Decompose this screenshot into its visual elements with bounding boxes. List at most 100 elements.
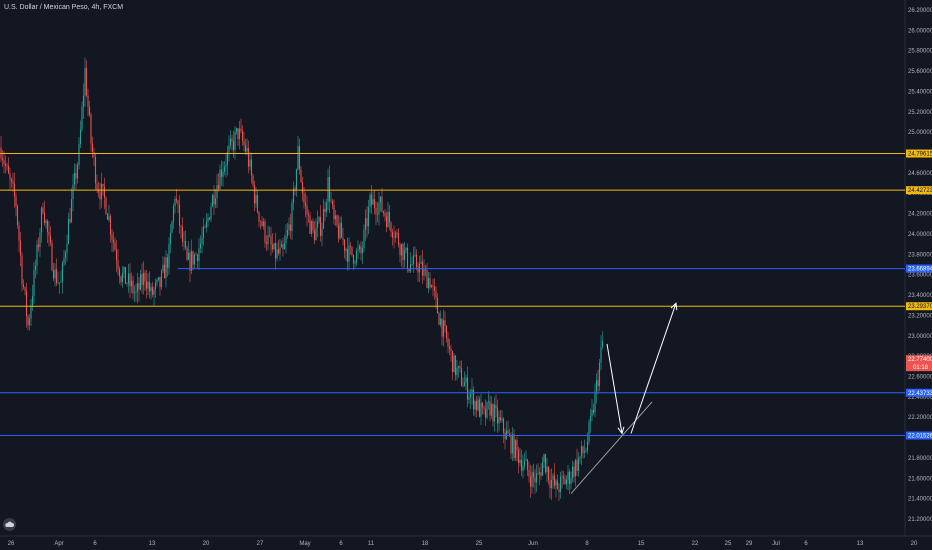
candle-body <box>150 286 152 292</box>
candle-body <box>223 166 226 172</box>
candle-body <box>31 295 34 306</box>
candle-body <box>483 407 485 409</box>
candle-body <box>160 270 163 288</box>
candle-body <box>486 401 488 418</box>
candle-body <box>145 281 148 289</box>
candle-body <box>529 476 532 487</box>
candle-body <box>406 247 409 269</box>
candle-body <box>469 393 472 398</box>
candle-body <box>226 151 229 165</box>
candle-body <box>280 244 283 248</box>
candle-body <box>183 241 185 242</box>
candle-body <box>291 202 293 232</box>
candle-body <box>441 318 443 337</box>
candle-body <box>372 199 374 205</box>
candle-body <box>97 189 100 193</box>
candle-body <box>243 140 245 145</box>
candle-body <box>460 368 463 386</box>
candle-body <box>391 231 394 238</box>
time-tick-label: 18 <box>422 541 429 547</box>
candle-body <box>351 246 353 256</box>
time-tick-label: 6 <box>93 541 97 547</box>
candle-body <box>40 207 43 233</box>
candle-body <box>34 265 37 270</box>
candle-body <box>390 222 392 232</box>
candle-body <box>565 479 568 485</box>
candle-body <box>538 472 541 474</box>
candle-body <box>51 242 53 271</box>
candle-body <box>186 247 188 260</box>
candle-body <box>364 218 367 230</box>
candle-body <box>511 434 514 454</box>
candle-body <box>379 196 382 203</box>
candle-body <box>463 382 466 387</box>
level-price-tag <box>906 186 932 195</box>
candle-body <box>157 277 160 280</box>
candle-body <box>271 244 274 250</box>
candle-body <box>295 169 298 190</box>
candle-body <box>417 267 419 273</box>
candle-body <box>354 262 356 264</box>
candle-body <box>132 280 134 294</box>
time-tick-label: Jun <box>528 541 538 547</box>
candle-body <box>171 221 173 233</box>
candle-body <box>447 338 449 347</box>
candle-body <box>303 193 305 204</box>
candle-body <box>474 401 476 410</box>
price-tick-label: 24.40000 <box>908 191 932 197</box>
time-tick-label: 29 <box>746 541 753 547</box>
time-tick-label: 6 <box>339 541 343 547</box>
candle-body <box>228 145 230 152</box>
tradingview-logo-icon[interactable] <box>3 518 16 531</box>
candle-body <box>49 235 52 243</box>
candle-body <box>520 459 523 471</box>
candle-body <box>438 313 440 325</box>
time-tick-label: 22 <box>692 541 699 547</box>
candle-body <box>342 237 344 240</box>
candle-body <box>481 402 484 408</box>
candle-body <box>433 286 436 291</box>
candle-body <box>111 234 113 240</box>
price-tick-label: 23.40000 <box>908 293 932 299</box>
candle-body <box>15 196 17 207</box>
candle-body <box>102 183 104 187</box>
level-price-label: 24.42723 <box>908 188 932 194</box>
candle-body <box>310 221 313 234</box>
price-tick-label: 24.20000 <box>908 212 932 218</box>
candle-body <box>553 475 556 486</box>
candle-body <box>366 218 368 227</box>
candle-body <box>528 470 530 477</box>
candle-body <box>475 401 478 411</box>
candle-body <box>345 248 347 251</box>
candle-body <box>321 228 323 236</box>
candle-body <box>501 418 503 421</box>
candle-body <box>358 246 361 250</box>
time-tick-label: 8 <box>585 541 589 547</box>
candle-body <box>397 232 400 246</box>
annotation-arrow-1-head <box>617 426 625 435</box>
candle-body <box>387 211 389 228</box>
chart-title: U.S. Dollar / Mexican Peso, 4h, FXCM <box>4 4 124 11</box>
candle-body <box>37 244 40 248</box>
candle-body <box>162 264 164 271</box>
candle-body <box>583 451 586 453</box>
cloud-icon <box>5 521 14 527</box>
price-tick-label: 22.20000 <box>908 415 932 421</box>
candle-body <box>388 211 391 223</box>
price-tick-label: 22.40000 <box>908 395 932 401</box>
candle-body <box>375 207 377 214</box>
candle-body <box>133 292 136 294</box>
candle-body <box>471 389 473 394</box>
price-tick-label: 21.60000 <box>908 476 932 482</box>
level-price-tag <box>906 431 932 440</box>
candle-body <box>135 291 137 293</box>
candle-body <box>516 440 518 450</box>
candle-body <box>498 417 500 424</box>
candle-body <box>81 106 83 130</box>
candle-body <box>117 260 119 269</box>
candle-body <box>534 477 536 483</box>
candle-body <box>52 270 55 279</box>
level-price-label: 22.01526 <box>908 434 932 440</box>
candle-body <box>300 169 302 183</box>
